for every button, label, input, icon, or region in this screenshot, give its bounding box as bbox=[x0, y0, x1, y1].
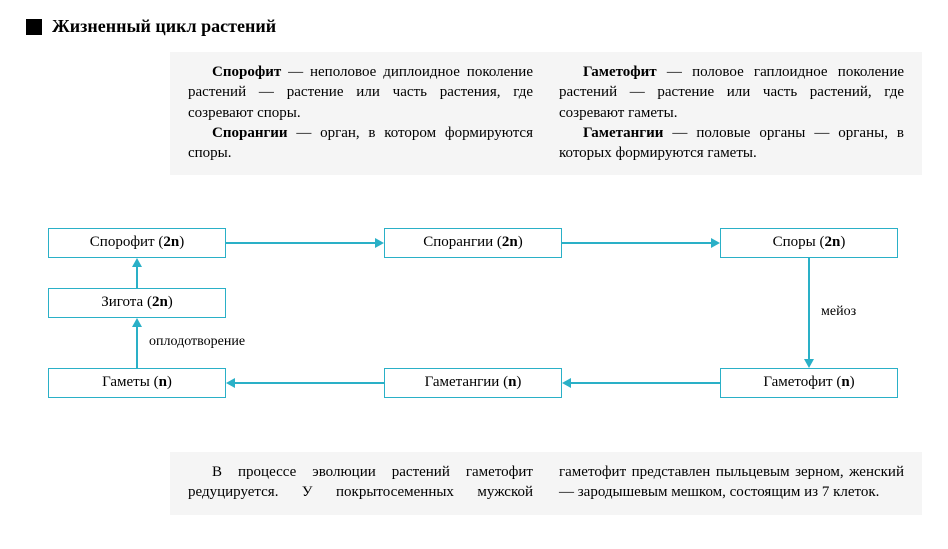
edge-line bbox=[570, 382, 720, 384]
node-sporangia: Спорангии (2n) bbox=[384, 228, 562, 258]
arrow-head-icon bbox=[375, 238, 384, 248]
arrow-head-icon bbox=[226, 378, 235, 388]
definition-gametangia: Гаметангии — половые органы — органы, в … bbox=[559, 123, 904, 164]
edge-line bbox=[562, 242, 712, 244]
definition-sporangia: Спорангии — орган, в котором формируются… bbox=[188, 123, 533, 164]
arrow-head-icon bbox=[711, 238, 720, 248]
header: Жизненный цикл растений bbox=[26, 16, 276, 37]
edge-line bbox=[136, 326, 138, 368]
evolution-note-box: В процессе эволюции растений гаметофит р… bbox=[170, 452, 922, 515]
square-marker-icon bbox=[26, 19, 42, 35]
arrow-head-icon bbox=[562, 378, 571, 388]
edge-label: оплодотворение bbox=[149, 334, 245, 350]
node-sporophyte: Спорофит (2n) bbox=[48, 228, 226, 258]
node-spores: Споры (2n) bbox=[720, 228, 898, 258]
edge-line bbox=[136, 266, 138, 288]
lifecycle-flowchart: Спорофит (2n) Спорангии (2n) Споры (2n) Зиг… bbox=[0, 228, 948, 438]
arrow-head-icon bbox=[132, 258, 142, 267]
node-zygote: Зигота (2n) bbox=[48, 288, 226, 318]
node-gametangia: Гаметангии (n) bbox=[384, 368, 562, 398]
definitions-box: Спорофит — неполовое диплоидное поколени… bbox=[170, 52, 922, 175]
definition-sporophyte: Спорофит — неполовое диплоидное поколени… bbox=[188, 62, 533, 123]
edge-label: мейоз bbox=[821, 304, 856, 320]
edge-line bbox=[234, 382, 384, 384]
edge-line bbox=[226, 242, 376, 244]
page-title: Жизненный цикл растений bbox=[52, 16, 276, 37]
evolution-note: В процессе эволюции растений гаметофит р… bbox=[188, 462, 904, 503]
arrow-head-icon bbox=[804, 359, 814, 368]
edge-line bbox=[808, 258, 810, 360]
node-gametophyte: Гаметофит (n) bbox=[720, 368, 898, 398]
node-gametes: Гаметы (n) bbox=[48, 368, 226, 398]
definition-gametophyte: Гаметофит — половое гаплоидное поколение… bbox=[559, 62, 904, 123]
arrow-head-icon bbox=[132, 318, 142, 327]
